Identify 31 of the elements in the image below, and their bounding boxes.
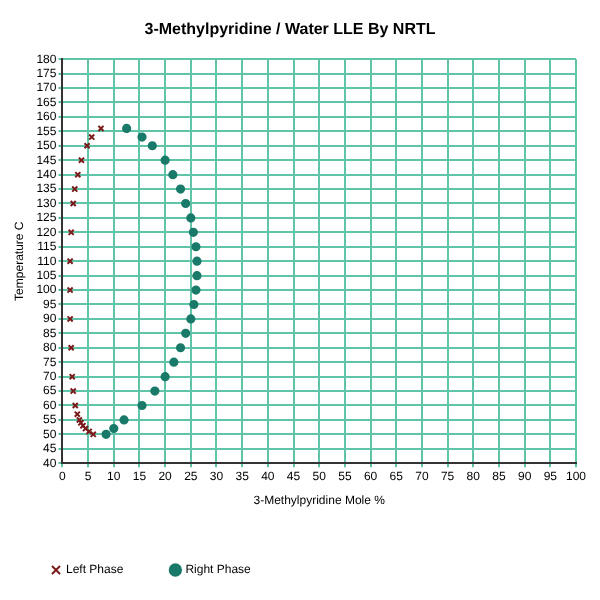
point bbox=[66, 286, 74, 294]
point bbox=[181, 328, 191, 338]
point bbox=[175, 343, 186, 353]
point bbox=[160, 155, 170, 165]
point bbox=[122, 123, 132, 134]
point bbox=[192, 256, 202, 266]
point bbox=[169, 357, 179, 367]
point bbox=[160, 372, 170, 382]
point bbox=[147, 141, 157, 151]
chart-title: 3-Methylpyridine / Water LLE By NRTL bbox=[144, 20, 436, 39]
point bbox=[191, 242, 201, 252]
point bbox=[191, 285, 201, 295]
point bbox=[67, 344, 75, 352]
point bbox=[101, 429, 111, 439]
point bbox=[186, 314, 196, 324]
point bbox=[186, 213, 196, 223]
point bbox=[119, 415, 129, 425]
point bbox=[188, 227, 198, 237]
point bbox=[66, 315, 74, 323]
point bbox=[109, 423, 119, 434]
point bbox=[137, 400, 147, 411]
point bbox=[189, 299, 199, 310]
point bbox=[175, 184, 186, 194]
point bbox=[192, 271, 202, 281]
point bbox=[69, 387, 77, 395]
point bbox=[181, 198, 191, 209]
point bbox=[66, 257, 74, 265]
point bbox=[150, 386, 160, 396]
point bbox=[168, 170, 178, 180]
point bbox=[137, 132, 147, 142]
point bbox=[71, 185, 79, 193]
